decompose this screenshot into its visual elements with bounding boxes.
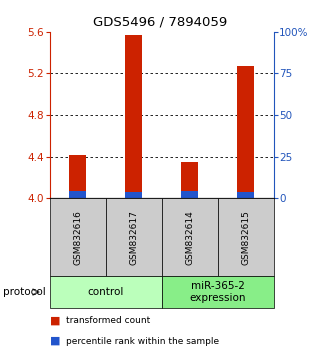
Text: GSM832616: GSM832616 [73,210,82,265]
Text: protocol: protocol [3,287,46,297]
Bar [125,35,142,198]
Text: transformed count: transformed count [66,316,150,325]
Text: GSM832617: GSM832617 [129,210,138,265]
Text: control: control [87,287,124,297]
Bar [181,162,198,198]
Bar [237,192,254,198]
Bar [69,155,86,198]
Text: GSM832615: GSM832615 [241,210,250,265]
Text: percentile rank within the sample: percentile rank within the sample [66,337,219,346]
Text: GSM832614: GSM832614 [185,210,194,264]
Bar [69,191,86,198]
Bar [181,191,198,198]
Text: GDS5496 / 7894059: GDS5496 / 7894059 [93,16,227,29]
Text: ■: ■ [50,316,60,326]
Bar [237,66,254,198]
Bar [125,192,142,198]
Text: ■: ■ [50,336,60,346]
Text: miR-365-2
expression: miR-365-2 expression [189,281,246,303]
